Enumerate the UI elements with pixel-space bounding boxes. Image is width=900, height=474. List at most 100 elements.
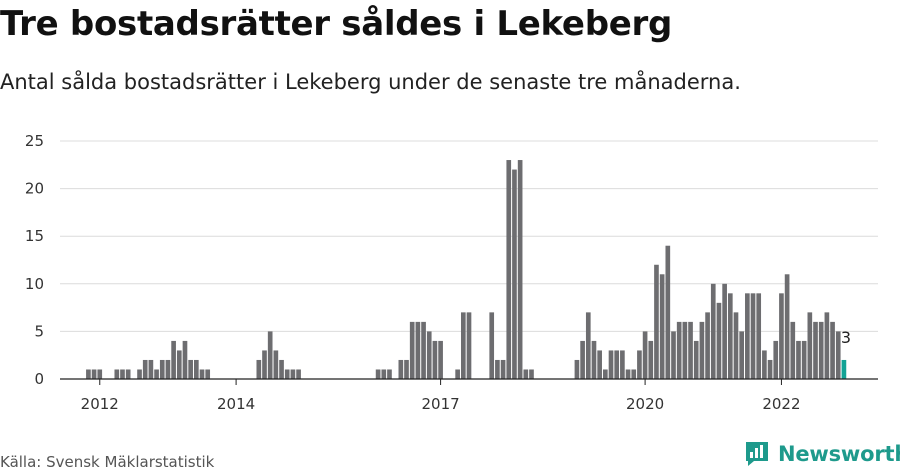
bar — [421, 321, 426, 379]
bar — [801, 340, 807, 379]
chart-subtitle: Antal sålda bostadsrätter i Lekeberg und… — [0, 70, 741, 94]
bar — [142, 359, 148, 379]
bar — [835, 331, 841, 379]
bar — [620, 350, 625, 379]
bar — [455, 369, 460, 379]
bar — [767, 359, 773, 379]
source-note: Källa: Svensk Mäklarstatistik — [0, 453, 215, 471]
bar — [500, 359, 506, 379]
bar — [523, 369, 529, 379]
bar — [796, 340, 801, 379]
x-tick-label: 2022 — [762, 395, 800, 413]
bar — [188, 359, 193, 379]
bar — [648, 340, 654, 379]
bar — [279, 359, 284, 379]
bar — [750, 293, 756, 379]
bar — [199, 369, 205, 379]
bar — [784, 274, 790, 379]
bar — [682, 321, 688, 379]
bar — [830, 321, 835, 379]
bar — [398, 359, 404, 379]
bar — [426, 331, 432, 379]
bar — [120, 369, 125, 379]
bar — [148, 359, 154, 379]
bar — [637, 350, 642, 379]
bar — [676, 321, 682, 379]
bar — [404, 359, 409, 379]
bar — [807, 312, 813, 379]
bar — [284, 369, 290, 379]
y-tick-label: 25 — [25, 132, 44, 150]
bar — [585, 312, 591, 379]
bars — [86, 160, 847, 379]
bar — [375, 369, 381, 379]
bar — [97, 369, 103, 379]
bar — [699, 321, 705, 379]
bar — [159, 359, 165, 379]
bar-annotation: 3 — [841, 328, 851, 347]
bar — [194, 359, 199, 379]
annotations: 3 — [841, 328, 851, 347]
bar — [205, 369, 211, 379]
x-tick-label: 2020 — [626, 395, 664, 413]
x-tick-label: 2017 — [422, 395, 460, 413]
bar — [182, 340, 188, 379]
bar — [137, 369, 142, 379]
bar — [608, 350, 614, 379]
bar-highlight — [841, 359, 847, 379]
bar — [580, 340, 585, 379]
bar — [790, 321, 796, 379]
bar — [114, 369, 120, 379]
bar — [125, 369, 131, 379]
bar — [603, 369, 608, 379]
bar — [597, 350, 602, 379]
bar — [290, 369, 296, 379]
bar — [727, 293, 733, 379]
newsworthy-logo-icon — [746, 442, 768, 466]
bar — [438, 340, 443, 379]
bar — [409, 321, 415, 379]
bar — [705, 312, 710, 379]
bar — [296, 369, 301, 379]
bar — [262, 350, 267, 379]
bar — [824, 312, 830, 379]
bar — [710, 283, 716, 379]
y-tick-label: 15 — [25, 227, 44, 245]
brand-name: Newsworthy — [778, 442, 900, 466]
bar-chart: 0 5 10 15 20 25 2012 2014 2017 2020 2022 3 — [25, 132, 878, 413]
bar — [779, 293, 784, 379]
bar — [722, 283, 727, 379]
bar — [614, 350, 620, 379]
bar — [176, 350, 182, 379]
bar — [466, 312, 472, 379]
bar — [733, 312, 739, 379]
y-tick-label: 10 — [25, 275, 44, 293]
bar — [716, 302, 722, 379]
x-tick-label: 2014 — [217, 395, 255, 413]
bar — [671, 331, 676, 379]
bar — [432, 340, 438, 379]
chart-title: Tre bostadsrätter såldes i Lekeberg — [0, 4, 672, 44]
x-axis: 2012 2014 2017 2020 2022 — [60, 378, 878, 413]
bar — [273, 350, 279, 379]
bar — [574, 359, 580, 379]
bar — [267, 331, 273, 379]
bar — [91, 369, 97, 379]
brand-logo: Newsworthy — [744, 440, 900, 468]
bar — [756, 293, 762, 379]
bar — [762, 350, 767, 379]
bar — [529, 369, 534, 379]
bar — [818, 321, 824, 379]
bar — [642, 331, 648, 379]
bar — [625, 369, 631, 379]
bar — [517, 160, 523, 379]
y-tick-label: 0 — [34, 370, 44, 388]
bar — [154, 369, 159, 379]
bar — [86, 369, 91, 379]
bar — [489, 312, 495, 379]
bar — [460, 312, 466, 379]
x-tick-label: 2012 — [81, 395, 119, 413]
bar — [415, 321, 421, 379]
bar — [495, 359, 500, 379]
bar — [739, 331, 744, 379]
